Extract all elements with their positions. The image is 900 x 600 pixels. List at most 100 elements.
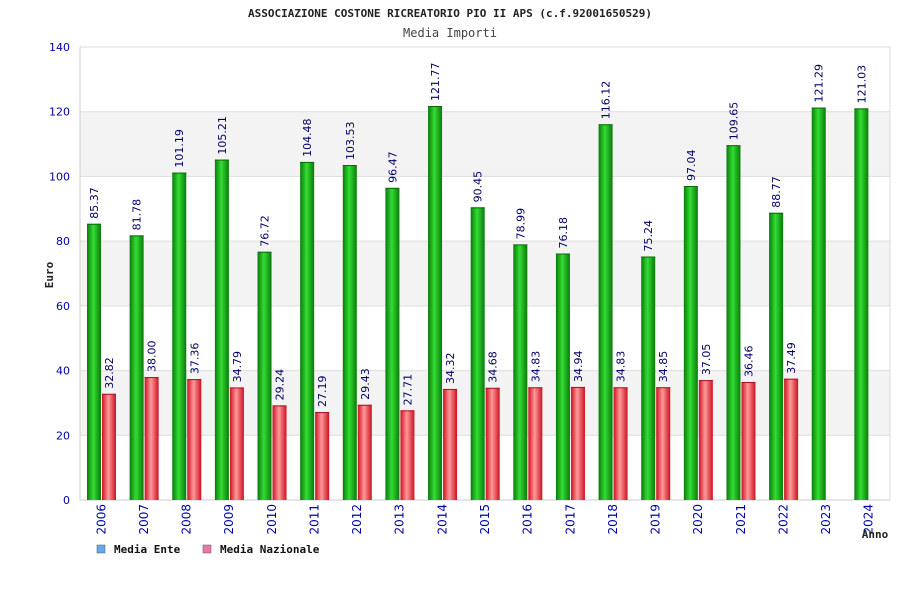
data-label-media-nazionale: 37.49 [785,342,798,374]
data-label-media-nazionale: 34.79 [231,351,244,383]
data-label-media-ente: 81.78 [131,199,144,231]
bar-media-ente [172,172,187,500]
plot-band [80,305,890,371]
y-tick-label: 20 [56,429,70,442]
data-label-media-ente: 101.19 [173,129,186,168]
data-label-media-ente: 78.99 [514,208,527,240]
y-tick-label: 40 [56,365,70,378]
data-label-media-ente: 88.77 [770,176,783,208]
data-label-media-nazionale: 34.68 [487,351,500,383]
x-tick-label: 2015 [478,504,492,535]
data-label-media-ente: 76.72 [259,215,272,247]
bar-media-nazionale [698,380,713,500]
bar-media-nazionale [400,410,415,500]
x-axis-label: Anno [862,528,889,541]
bar-media-ente [342,165,357,500]
x-tick-label: 2024 [862,504,876,535]
bar-media-ente [385,187,400,500]
bar-media-ente [683,186,698,500]
plot-bands [80,47,890,500]
data-label-media-ente: 105.21 [216,116,229,154]
plot-band [80,47,890,112]
data-label-media-nazionale: 36.46 [742,346,755,378]
data-label-media-nazionale: 34.85 [657,351,670,383]
plot-band [80,435,890,500]
x-tick-label: 2011 [307,504,321,535]
data-label-media-nazionale: 37.36 [188,343,201,375]
bar-media-ente [214,159,229,500]
data-label-media-nazionale: 34.32 [444,352,457,384]
data-label-media-nazionale: 27.71 [401,374,414,406]
x-tick-label: 2017 [563,504,577,535]
bar-media-nazionale [272,405,287,500]
bar-media-ente [641,256,656,500]
data-label-media-ente: 104.48 [301,118,314,157]
data-label-media-nazionale: 32.82 [103,357,116,389]
bar-media-ente [811,107,826,500]
chart-title: ASSOCIAZIONE COSTONE RICREATORIO PIO II … [248,7,652,20]
legend: Media Ente Media Nazionale [96,543,320,556]
bar-media-ente [726,145,741,501]
bar-media-ente [470,207,485,500]
x-tick-label: 2020 [691,504,705,535]
y-axis-label: Euro [43,261,56,288]
bar-media-ente [87,223,101,500]
x-tick-label: 2009 [222,504,236,535]
y-tick-label: 100 [49,170,70,183]
bar-media-nazionale [528,387,543,500]
x-tick-label: 2023 [819,504,833,535]
data-label-media-ente: 116.12 [600,81,613,120]
data-label-media-nazionale: 34.83 [529,351,542,383]
data-label-media-nazionale: 38.00 [146,341,159,373]
data-label-media-nazionale: 34.83 [615,351,628,383]
x-tick-label: 2019 [649,504,663,535]
y-tick-label: 0 [63,494,70,507]
x-tick-label: 2021 [734,504,748,535]
data-label-media-ente: 75.24 [642,220,655,252]
x-tick-label: 2022 [776,504,790,535]
x-tick-label: 2008 [180,504,194,535]
bar-media-nazionale [784,378,799,500]
data-label-media-ente: 76.18 [557,217,570,249]
y-tick-label: 140 [49,41,70,54]
x-tick-label: 2018 [606,504,620,535]
bar-media-nazionale [357,404,372,500]
x-tick-label: 2007 [137,504,151,535]
bar-media-nazionale [485,387,500,500]
plot-band [80,111,890,177]
data-label-media-ente: 121.77 [429,62,442,101]
bar-media-ente [300,161,315,501]
chart-subtitle: Media Importi [403,26,497,40]
bar-media-ente [513,244,528,500]
data-label-media-ente: 97.04 [685,150,698,182]
bar-media-ente [257,251,272,500]
data-label-media-nazionale: 29.43 [359,368,372,400]
y-tick-label: 80 [56,235,70,248]
data-label-media-nazionale: 29.24 [274,369,287,401]
x-tick-label: 2006 [94,504,108,535]
bar-media-nazionale [443,388,458,500]
data-label-media-nazionale: 34.94 [572,350,585,382]
x-tick-label: 2010 [265,504,279,535]
data-label-media-ente: 85.37 [88,187,101,219]
bar-media-nazionale [144,377,159,500]
x-tick-label: 2016 [521,504,535,535]
bar-media-nazionale [570,386,585,500]
data-label-media-ente: 90.45 [472,171,485,203]
bar-media-ente [129,235,144,500]
bar-media-nazionale [656,387,671,500]
legend-swatch-media-nazionale [202,544,212,554]
bar-media-nazionale [613,387,628,500]
bar-media-ente [769,212,784,501]
bar-media-ente [598,124,613,500]
data-label-media-ente: 96.47 [386,151,399,183]
bar-media-ente [428,105,443,501]
bar-media-nazionale [187,379,202,500]
plot-band [80,176,890,242]
bar-media-ente [854,108,869,500]
x-tick-label: 2013 [393,504,407,535]
data-label-media-nazionale: 37.05 [700,344,713,376]
data-label-media-ente: 103.53 [344,122,357,161]
bars: 85.37 32.82 81.78 38.00 101.19 37.36 105.21 34.… [87,62,869,501]
